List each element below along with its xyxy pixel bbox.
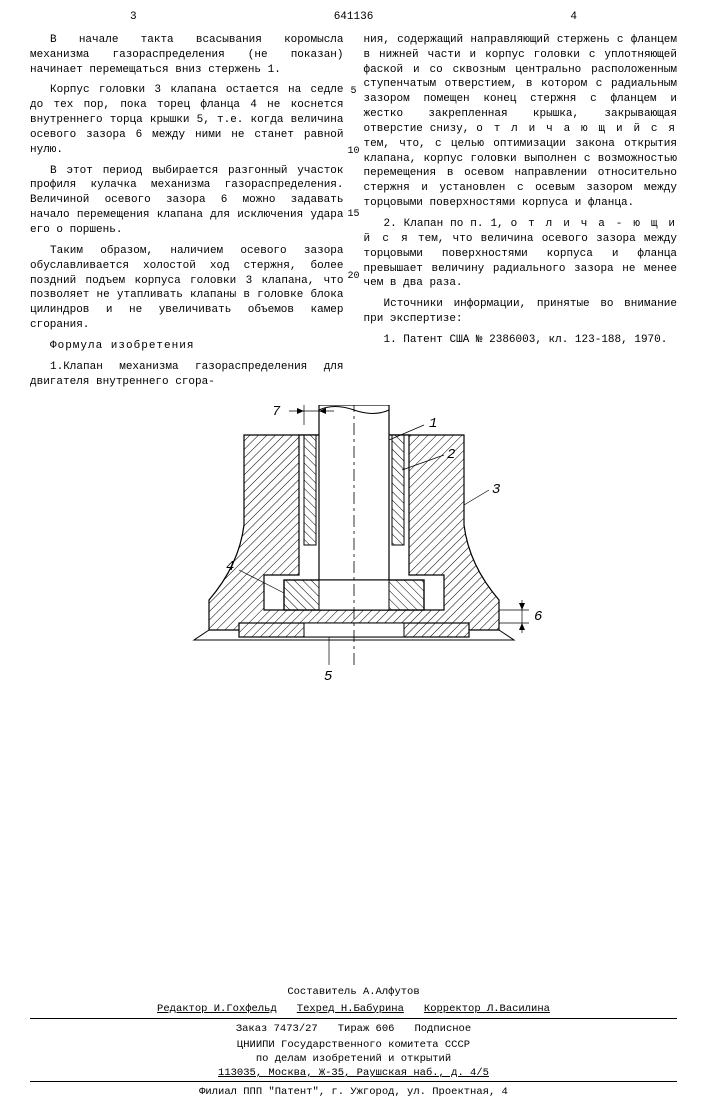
emph: о т л и ч а ю щ и й с я <box>476 123 677 135</box>
fig-label-5: 5 <box>324 669 333 685</box>
para: В этот период выбирается разгонный участ… <box>30 164 344 238</box>
para: Корпус головки 3 клапана остается на сед… <box>30 83 344 157</box>
fig-label-4: 4 <box>226 559 234 575</box>
para: Таким образом, наличием осевого зазора о… <box>30 244 344 333</box>
fig-label-7: 7 <box>272 405 281 420</box>
tehred: Техред Н.Бабурина <box>297 1002 404 1016</box>
filial: Филиал ППП "Патент", г. Ужгород, ул. Про… <box>30 1085 677 1099</box>
org-line2: по делам изобретений и открытий <box>30 1052 677 1066</box>
zakaz: Заказ 7473/27 <box>236 1022 318 1036</box>
para: Источники информации, принятые во вниман… <box>364 297 678 327</box>
right-column: ния, содержащий направляющий стержень с … <box>364 33 678 396</box>
para: 2. Клапан по п. 1, о т л и ч а - ю щ и й… <box>364 217 678 291</box>
fig-label-3: 3 <box>492 482 500 498</box>
fig-label-2: 2 <box>447 447 455 463</box>
podpisnoe: Подписное <box>414 1022 471 1036</box>
line-mark: 10 <box>344 145 364 159</box>
para: ния, содержащий направляющий стержень с … <box>364 33 678 211</box>
left-column: В начале такта всасывания коромысла меха… <box>30 33 344 396</box>
footer: Составитель А.Алфутов Редактор И.Гохфель… <box>30 985 677 1099</box>
page-right: 4 <box>570 10 577 25</box>
line-mark: 15 <box>344 208 364 222</box>
line-mark: 5 <box>344 85 364 99</box>
org-line1: ЦНИИПИ Государственного комитета СССР <box>30 1038 677 1052</box>
text: ния, содержащий направляющий стержень с … <box>364 34 678 135</box>
fig-label-6: 6 <box>534 609 542 625</box>
tirazh: Тираж 606 <box>338 1022 395 1036</box>
formula-title: Формула изобретения <box>30 339 344 354</box>
line-mark: 20 <box>344 270 364 284</box>
korrektor: Корректор Л.Василина <box>424 1002 550 1016</box>
valve-diagram: 1 2 3 4 5 6 7 <box>144 405 564 705</box>
text: тем, что, с целью оптимизации закона отк… <box>364 138 678 209</box>
text: тем, что величина осевого зазора между т… <box>364 233 678 290</box>
page-left: 3 <box>130 10 137 25</box>
para: В начале такта всасывания коромысла меха… <box>30 33 344 78</box>
doc-number: 641136 <box>334 10 374 25</box>
figure: 1 2 3 4 5 6 7 <box>30 405 677 705</box>
para: 1. Патент США № 2386003, кл. 123-188, 19… <box>364 333 678 348</box>
para: 1.Клапан механизма газораспределения для… <box>30 360 344 390</box>
redaktor: Редактор И.Гохфельд <box>157 1002 277 1016</box>
fig-label-1: 1 <box>429 416 437 432</box>
text: 2. Клапан по п. 1, <box>384 218 511 230</box>
sostavitel: Составитель А.Алфутов <box>30 985 677 999</box>
addr: 113035, Москва, Ж-35, Раушская наб., д. … <box>30 1066 677 1080</box>
